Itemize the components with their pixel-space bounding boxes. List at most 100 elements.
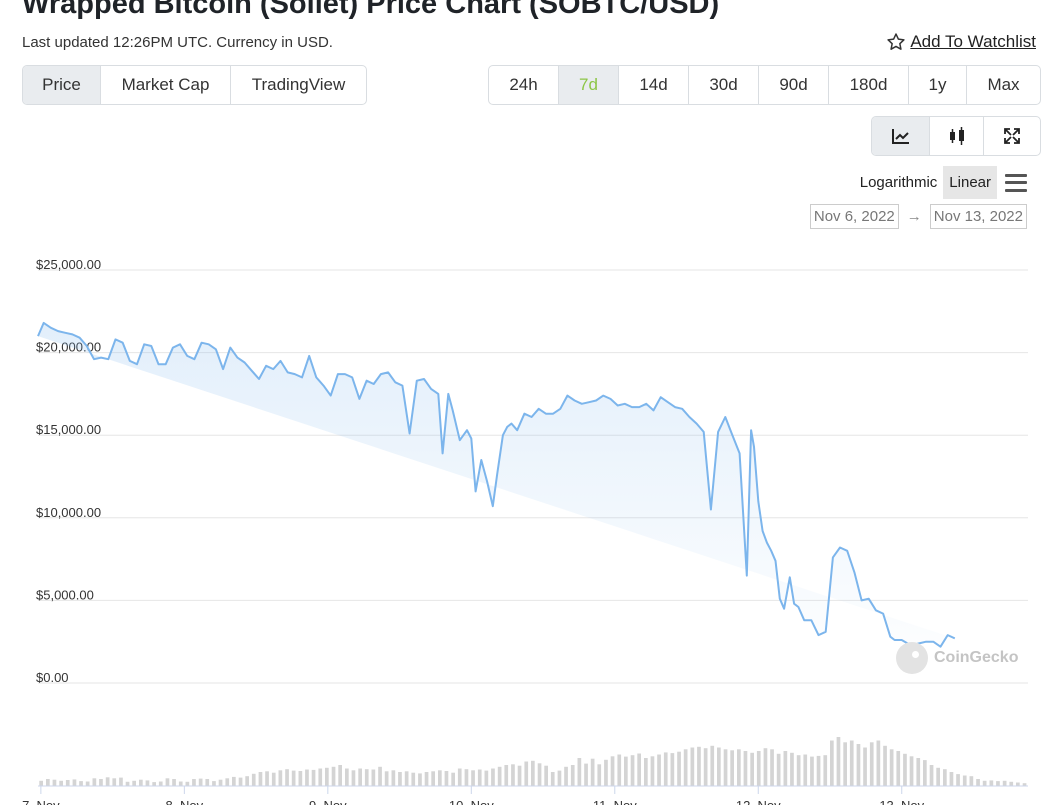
volume-bar <box>723 749 728 787</box>
scale-linear[interactable]: Linear <box>943 166 997 199</box>
volume-bar <box>703 748 708 786</box>
volume-bar <box>936 767 940 786</box>
volume-bar <box>531 760 535 786</box>
volume-bar <box>278 770 283 787</box>
volume-bar <box>431 771 435 786</box>
tab-market-cap[interactable]: Market Cap <box>101 66 231 104</box>
volume-bar <box>577 758 582 786</box>
date-to-input[interactable]: Nov 13, 2022 <box>929 204 1027 229</box>
volume-bar <box>776 753 781 786</box>
y-tick-label: $15,000.00 <box>36 422 101 437</box>
y-tick-label: $10,000.00 <box>36 505 101 520</box>
volume-bar <box>597 764 602 786</box>
volume-bar <box>810 756 814 786</box>
volume-bar <box>677 751 681 786</box>
volume-bar <box>756 751 761 786</box>
volume-bar <box>418 773 422 786</box>
volume-bar <box>670 753 675 786</box>
volume-bar <box>1009 781 1014 786</box>
y-tick-label: $25,000.00 <box>36 257 101 272</box>
candlestick-button[interactable] <box>930 117 984 155</box>
volume-bar <box>504 765 509 786</box>
volume-bar <box>318 768 323 786</box>
volume-bar <box>271 772 276 786</box>
volume-bar <box>79 781 83 786</box>
volume-bar <box>790 752 794 787</box>
volume-bar <box>172 779 176 786</box>
tab-price[interactable]: Price <box>23 66 101 104</box>
volume-bar <box>325 767 329 786</box>
range-1y[interactable]: 1y <box>909 66 967 104</box>
star-icon <box>887 33 905 50</box>
volume-bar <box>364 769 369 786</box>
volume-bar <box>477 769 482 786</box>
menu-icon[interactable] <box>1005 173 1027 192</box>
volume-bar <box>743 751 748 786</box>
volume-bar <box>384 771 389 786</box>
price-chart: $25,000.00$20,000.00$15,000.00$10,000.00… <box>22 257 1028 805</box>
volume-bar <box>404 771 409 786</box>
range-30d[interactable]: 30d <box>689 66 759 104</box>
volume-bar <box>464 769 469 786</box>
volume-bar <box>816 755 821 786</box>
date-arrow: → <box>906 208 922 225</box>
volume-bar <box>132 780 136 787</box>
volume-bar <box>610 756 615 787</box>
volume-bar <box>245 776 249 786</box>
y-tick-label: $0.00 <box>36 670 69 685</box>
volume-bar <box>497 766 502 787</box>
volume-bar <box>212 781 216 786</box>
volume-bar <box>956 774 960 786</box>
coingecko-logo-icon <box>896 642 928 674</box>
range-7d[interactable]: 7d <box>559 66 619 104</box>
tab-tradingview[interactable]: TradingView <box>251 75 346 94</box>
volume-bar <box>511 764 515 786</box>
fullscreen-button[interactable] <box>984 117 1040 155</box>
volume-bar <box>39 780 43 787</box>
range-90d[interactable]: 90d <box>759 66 829 104</box>
date-from-input[interactable]: Nov 6, 2022 <box>809 204 899 229</box>
range-max[interactable]: Max <box>987 75 1020 94</box>
volume-bar <box>424 772 429 786</box>
volume-bar <box>524 761 529 786</box>
volume-bar <box>291 770 296 786</box>
volume-bar <box>1022 783 1027 786</box>
volume-bar <box>856 744 861 786</box>
volume-bar <box>145 780 150 786</box>
volume-bar <box>258 772 263 786</box>
volume-bar <box>903 753 907 786</box>
volume-bar <box>717 747 721 786</box>
add-to-watchlist-link[interactable]: Add To Watchlist <box>886 32 1036 52</box>
volume-bar <box>750 752 754 787</box>
volume-bar <box>949 772 954 786</box>
range-180d[interactable]: 180d <box>829 66 909 104</box>
volume-bar <box>650 756 655 787</box>
fullscreen-icon <box>1004 128 1020 144</box>
volume-bar <box>378 766 382 787</box>
volume-bar <box>584 763 588 786</box>
range-14d[interactable]: 14d <box>619 66 689 104</box>
volume-bar <box>265 771 269 786</box>
volume-bar <box>345 768 349 786</box>
volume-bar <box>883 745 887 787</box>
range-24h[interactable]: 24h <box>489 66 559 104</box>
x-tick-label: 13. Nov <box>879 798 924 805</box>
volume-bar <box>644 758 648 786</box>
volume-bar <box>298 771 303 786</box>
volume-bar <box>617 754 622 786</box>
volume-bar <box>205 779 210 786</box>
line-chart-button[interactable] <box>872 117 930 155</box>
volume-bar <box>896 751 901 786</box>
volume-bar <box>710 745 715 787</box>
volume-bar <box>550 772 555 786</box>
x-tick-label: 12. Nov <box>736 798 781 805</box>
scale-logarithmic[interactable]: Logarithmic <box>859 174 938 191</box>
volume-bar <box>557 770 562 786</box>
volume-bar <box>125 781 130 786</box>
volume-bar <box>657 754 661 786</box>
watermark-text: CoinGecko <box>934 649 1019 666</box>
x-tick-label: 10. Nov <box>449 798 494 805</box>
coingecko-watermark: CoinGecko <box>896 642 1018 674</box>
volume-bar <box>358 768 362 786</box>
volume-bar <box>996 781 1000 786</box>
